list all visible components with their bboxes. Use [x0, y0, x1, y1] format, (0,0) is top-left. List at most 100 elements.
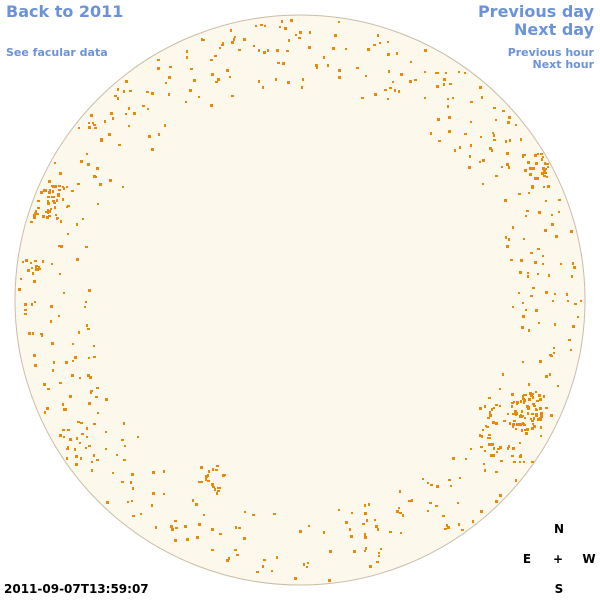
previous-hour-link[interactable]: Previous hour: [507, 46, 594, 59]
speckle: [236, 554, 239, 556]
speckle: [527, 275, 529, 278]
speckle: [208, 470, 210, 473]
speckle: [545, 291, 548, 294]
speckle: [525, 432, 528, 435]
speckle: [76, 258, 79, 261]
speckle: [450, 485, 452, 487]
speckle: [43, 383, 46, 386]
speckle: [454, 149, 456, 152]
speckle: [79, 442, 81, 444]
speckle: [93, 124, 96, 126]
speckle: [534, 177, 537, 180]
speckle: [52, 369, 54, 372]
next-day-link[interactable]: Next day: [514, 20, 594, 39]
speckle: [544, 172, 547, 174]
speckle: [538, 211, 541, 214]
speckle: [49, 189, 51, 192]
speckle: [508, 445, 510, 448]
speckle: [435, 72, 438, 74]
speckle: [430, 484, 433, 486]
speckle: [445, 72, 447, 74]
speckle: [495, 404, 498, 406]
speckle: [533, 417, 535, 420]
speckle: [400, 74, 402, 76]
previous-day-link[interactable]: Previous day: [477, 2, 594, 21]
speckle: [205, 475, 208, 478]
speckle: [495, 175, 498, 177]
speckle: [71, 190, 74, 192]
speckle: [50, 320, 52, 323]
speckle: [281, 20, 283, 23]
speckle: [548, 274, 550, 277]
speckle: [212, 486, 215, 488]
speckle: [529, 392, 532, 395]
speckle: [88, 289, 91, 292]
speckle: [554, 323, 556, 326]
speckle: [531, 461, 534, 463]
speckle: [511, 393, 514, 396]
speckle: [174, 520, 177, 522]
speckle: [529, 167, 532, 170]
speckle: [542, 255, 544, 257]
speckle: [446, 524, 448, 527]
speckle: [532, 287, 535, 289]
speckle: [277, 62, 280, 64]
speckle: [506, 163, 509, 166]
speckle: [520, 400, 522, 403]
speckle: [48, 215, 51, 217]
speckle: [215, 81, 218, 83]
speckle: [140, 513, 142, 515]
speckle: [308, 46, 311, 49]
speckle: [461, 529, 464, 531]
speckle: [40, 333, 43, 335]
speckle: [66, 186, 68, 188]
speckle: [436, 485, 439, 488]
speckle: [264, 25, 266, 27]
speckle: [129, 90, 132, 92]
speckle: [157, 67, 160, 70]
speckle: [38, 266, 40, 268]
speckle: [531, 420, 534, 422]
speckle: [514, 412, 516, 415]
speckle: [512, 413, 514, 415]
speckle: [299, 530, 302, 533]
speckle: [36, 213, 39, 215]
speckle: [364, 512, 367, 515]
speckle: [63, 187, 65, 190]
speckle: [192, 499, 194, 502]
speckle: [24, 309, 27, 311]
speckle: [394, 89, 396, 92]
speckle: [95, 396, 98, 398]
speckle: [85, 447, 87, 449]
speckle: [492, 132, 494, 134]
speckle: [491, 443, 494, 446]
speckle: [86, 427, 88, 430]
next-hour-link[interactable]: Next hour: [532, 58, 595, 71]
speckle: [515, 479, 517, 482]
speckle: [489, 414, 492, 417]
speckle: [514, 410, 517, 413]
speckle: [551, 214, 553, 216]
speckle: [168, 93, 170, 96]
back-link[interactable]: Back to 2011: [6, 2, 124, 21]
compass-south: S: [554, 582, 564, 596]
speckle: [39, 268, 41, 270]
speckle: [87, 328, 90, 330]
speckle: [78, 331, 80, 334]
speckle: [534, 261, 537, 264]
speckle: [332, 47, 335, 50]
speckle: [96, 459, 99, 461]
speckle: [72, 343, 74, 345]
speckle: [97, 412, 99, 414]
speckle: [523, 423, 525, 426]
speckle: [519, 442, 521, 444]
speckle: [458, 523, 460, 526]
speckle: [468, 166, 471, 169]
speckle: [496, 451, 498, 453]
speckle: [132, 487, 134, 490]
speckle: [553, 352, 555, 354]
speckle: [379, 42, 381, 44]
speckle: [367, 48, 370, 51]
facular-link[interactable]: See facular data: [6, 46, 108, 59]
speckle: [351, 512, 353, 514]
